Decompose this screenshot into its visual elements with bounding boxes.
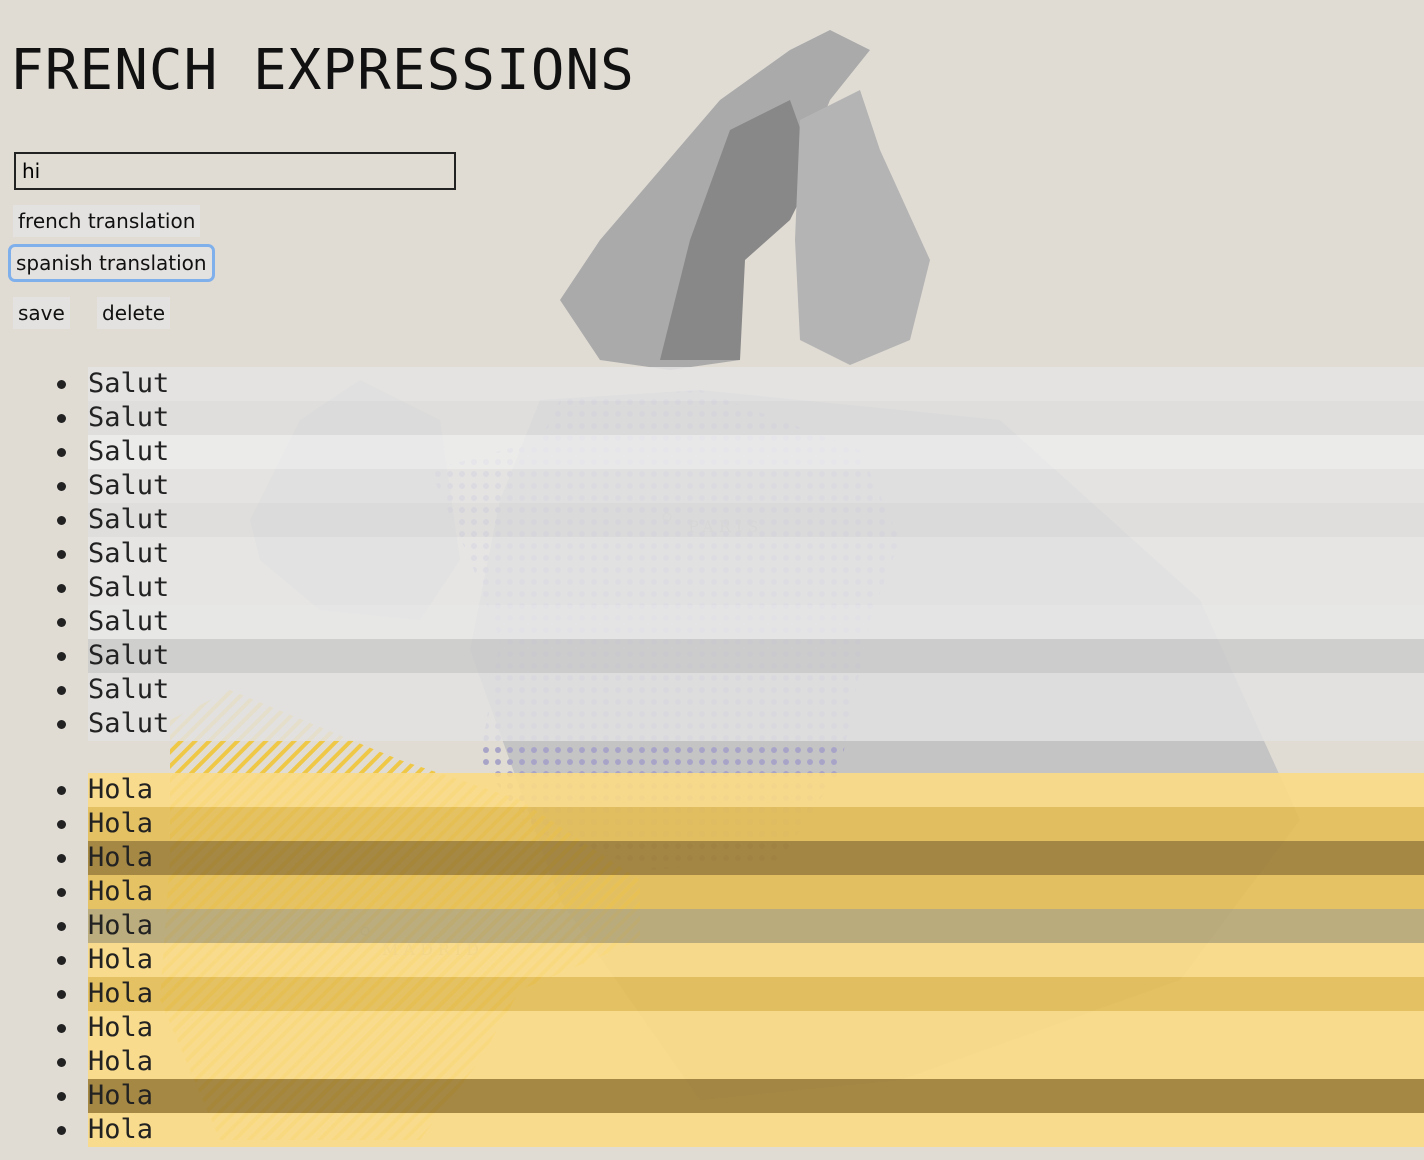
expression-input[interactable] — [14, 152, 456, 190]
page-title: FRENCH EXPRESSIONS — [10, 38, 635, 103]
spanish-item: Hola — [57, 773, 1424, 807]
french-item: Salut — [57, 673, 1424, 707]
spanish-item: Hola — [57, 875, 1424, 909]
french-item: Salut — [57, 639, 1424, 673]
french-item: Salut — [57, 605, 1424, 639]
save-button[interactable]: save — [13, 297, 70, 329]
french-button[interactable]: french translation — [13, 205, 201, 237]
spanish-item: Hola — [57, 841, 1424, 875]
spanish-item: Hola — [57, 1113, 1424, 1147]
spanish-item: Hola — [57, 1011, 1424, 1045]
french-item: Salut — [57, 503, 1424, 537]
spanish-item: Hola — [57, 1079, 1424, 1113]
delete-button[interactable]: delete — [97, 297, 171, 329]
spanish-item: Hola — [57, 943, 1424, 977]
spanish-item: Hola — [57, 1045, 1424, 1079]
french-item: Salut — [57, 571, 1424, 605]
spanish-item: Hola — [57, 909, 1424, 943]
spanish-list: Hola Hola Hola Hola Hola Hola Hola Hola Hola Hola… — [0, 773, 1424, 1147]
french-item: Salut — [57, 401, 1424, 435]
french-list: Salut Salut Salut Salut Salut Salut Salut Salut… — [0, 367, 1424, 741]
spanish-item: Hola — [57, 807, 1424, 841]
french-item: Salut — [57, 469, 1424, 503]
french-item: Salut — [57, 707, 1424, 741]
spanish-item: Hola — [57, 977, 1424, 1011]
french-item: Salut — [57, 435, 1424, 469]
french-item: Salut — [57, 367, 1424, 401]
french-item: Salut — [57, 537, 1424, 571]
spanish-button[interactable]: spanish translation — [8, 244, 215, 282]
